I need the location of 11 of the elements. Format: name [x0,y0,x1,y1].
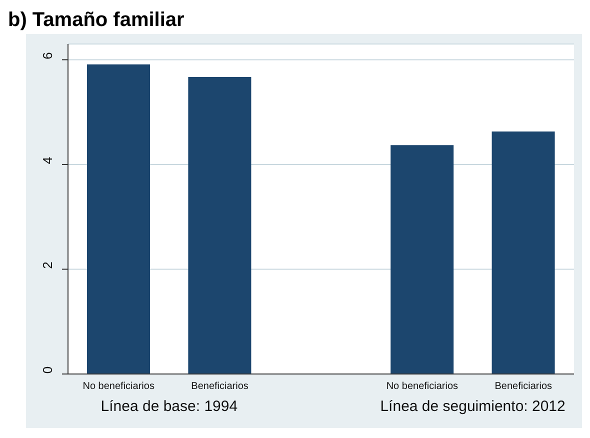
y-tick-label: 0 [40,366,55,374]
y-tick-label: 6 [40,52,55,60]
x-tick-label: No beneficiarios [386,381,458,392]
chart-title: b) Tamaño familiar [8,8,186,33]
x-tick-label: No beneficiarios [82,381,154,392]
x-tick-label: Beneficiarios [494,381,552,392]
y-tick-label: 2 [40,262,55,269]
x-tick-label: Beneficiarios [191,381,248,392]
text: Línea de seguimiento: 2012 [379,398,566,415]
y-tick-label: 4 [40,156,55,164]
text: Línea de base: 1994 [100,398,239,415]
